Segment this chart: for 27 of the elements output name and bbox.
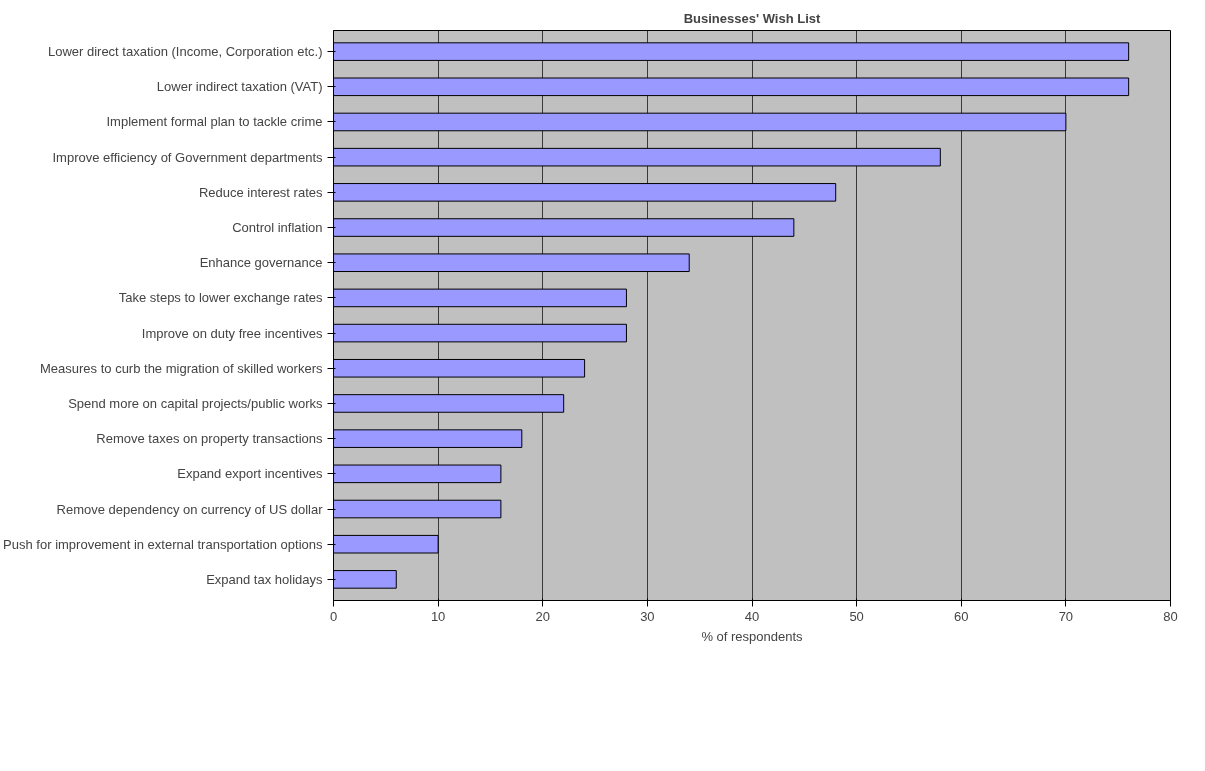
- y-tick-label: Take steps to lower exchange rates: [118, 290, 323, 306]
- x-tick-label: 50: [849, 608, 864, 624]
- y-tick-label: Implement formal plan to tackle crime: [106, 114, 323, 130]
- y-tick-label: Improve efficiency of Government departments: [52, 149, 323, 165]
- x-tick-label: 10: [430, 608, 446, 624]
- y-tick-label: Lower indirect taxation (VAT): [156, 79, 323, 95]
- y-tick-label: Push for improvement in external transportation options: [3, 536, 323, 552]
- chart-title: Businesses' Wish List: [683, 10, 821, 26]
- y-tick-label: Measures to curb the migration of skilled workers: [40, 360, 323, 376]
- x-tick-label: 70: [1058, 608, 1074, 624]
- y-tick-label: Lower direct taxation (Income, Corporation etc.): [47, 44, 323, 60]
- x-tick-label: 30: [640, 608, 655, 624]
- x-axis-title: % of respondents: [701, 628, 804, 644]
- y-tick-label: Remove dependency on currency of US dollar: [56, 501, 324, 517]
- y-tick-label: Expand export incentives: [177, 466, 323, 482]
- x-tick-label: 80: [1163, 608, 1178, 624]
- x-tick-label: 40: [744, 608, 760, 624]
- y-tick-label: Expand tax holidays: [206, 571, 323, 587]
- x-tick-label: 0: [329, 608, 338, 624]
- y-tick-label: Reduce interest rates: [198, 184, 323, 200]
- y-tick-label: Spend more on capital projects/public works: [68, 395, 323, 411]
- y-tick-label: Remove taxes on property transactions: [96, 431, 323, 447]
- y-tick-label: Enhance governance: [199, 255, 323, 271]
- y-tick-label: Improve on duty free incentives: [141, 325, 323, 341]
- x-tick-label: 20: [535, 608, 550, 624]
- y-tick-label: Control inflation: [232, 220, 323, 236]
- x-tick-label: 60: [954, 608, 969, 624]
